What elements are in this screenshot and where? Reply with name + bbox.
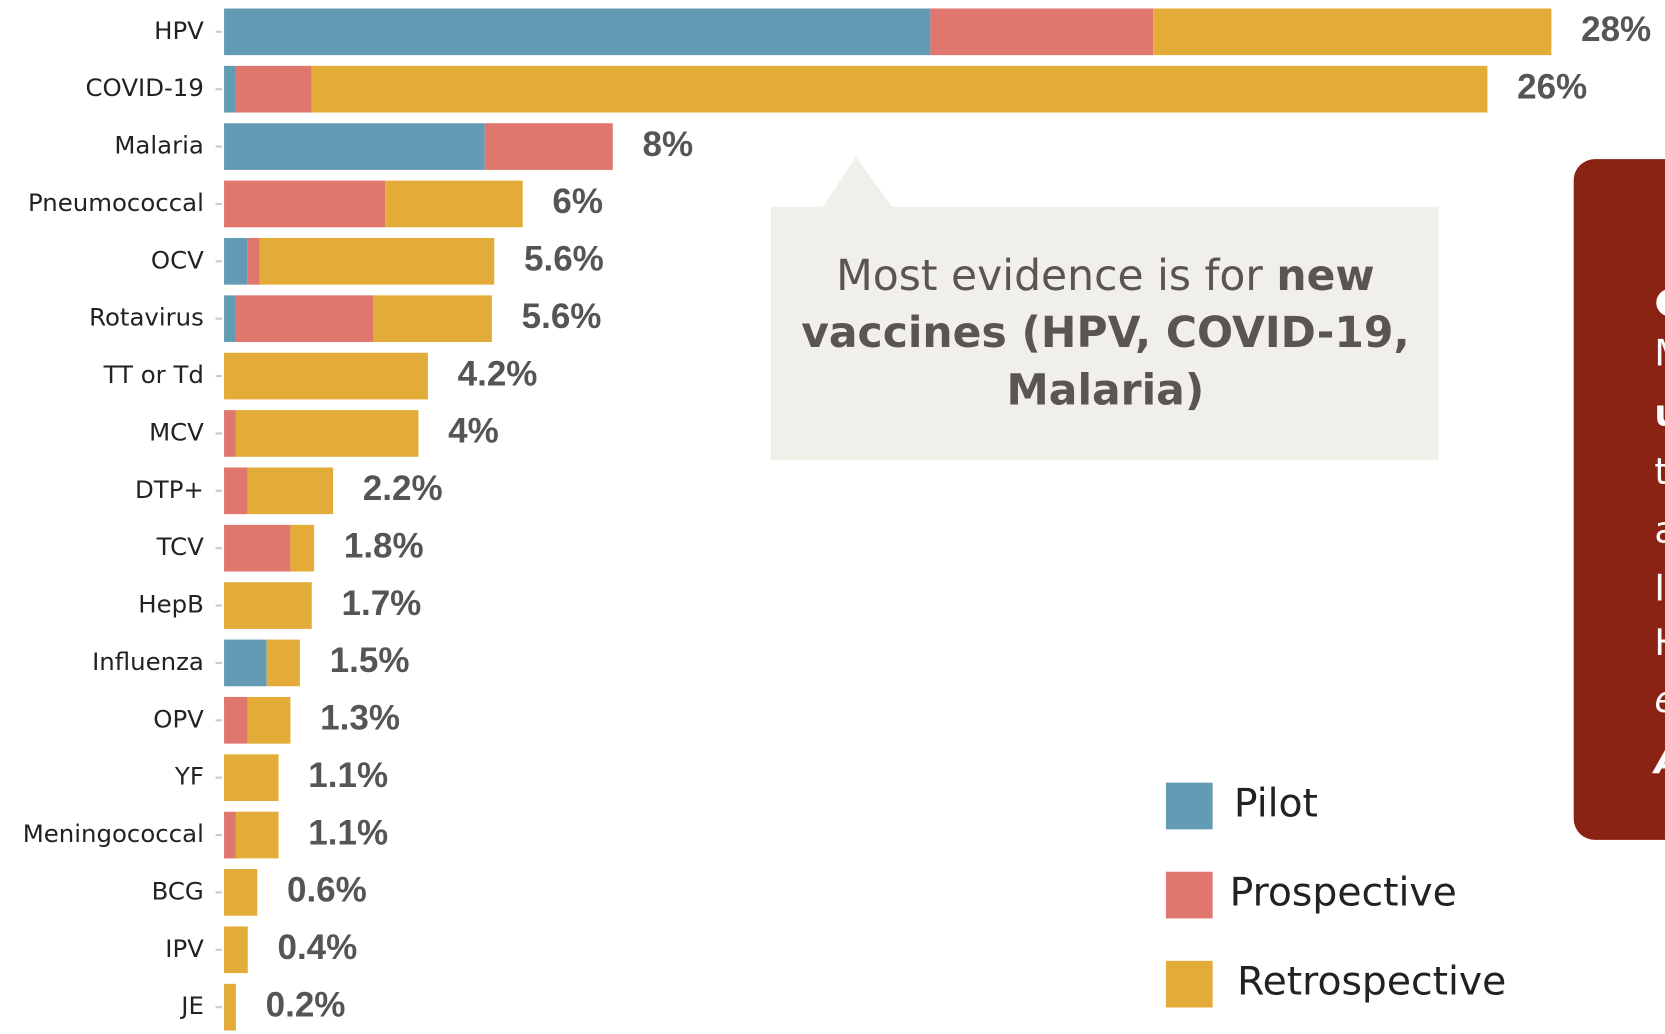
- bar-segment: [1153, 8, 1552, 56]
- bar-segment: [224, 295, 236, 343]
- bar-segment: [385, 180, 523, 228]
- category-label: MCV: [149, 417, 204, 446]
- category-label: HepB: [138, 590, 204, 619]
- callout-segment: vaccines (HPV, COVID-19,: [801, 309, 1409, 358]
- category-label: Influenza: [92, 647, 204, 676]
- bar-segment: [224, 983, 236, 1031]
- side-panel-text: a: [1654, 509, 1665, 551]
- side-panel-text: e: [1654, 679, 1665, 721]
- bar-segment: [224, 639, 267, 687]
- bar-segment: [311, 65, 1488, 113]
- bar-segment: [259, 237, 495, 285]
- bar-segment: [224, 524, 291, 572]
- category-label: TCV: [156, 532, 205, 561]
- bar-segment: [235, 65, 312, 113]
- category-label: Malaria: [114, 131, 204, 160]
- bar-segment: [247, 696, 291, 744]
- category-label: HPV: [154, 16, 204, 45]
- category-label: OCV: [151, 245, 204, 274]
- callout-box: [770, 156, 1439, 461]
- callout-text: Malaria): [1007, 366, 1205, 415]
- side-panel-text: H: [1654, 622, 1665, 664]
- bar-segment: [235, 295, 374, 343]
- bar-segment: [247, 467, 334, 515]
- total-label: 6%: [552, 182, 603, 221]
- bar-segment: [224, 8, 931, 56]
- bar-segment: [373, 295, 492, 343]
- bar-segment: [224, 467, 248, 515]
- total-label: 0.4%: [277, 928, 357, 967]
- bar-segment: [224, 582, 312, 629]
- bar-segment: [224, 811, 236, 859]
- bar-segment: [266, 639, 300, 687]
- category-label: DTP+: [135, 475, 204, 504]
- category-label: BCG: [152, 876, 204, 905]
- bar-segment: [224, 696, 248, 744]
- category-label: OPV: [153, 704, 204, 733]
- total-label: 26%: [1517, 67, 1587, 106]
- total-label: 1.5%: [330, 641, 410, 680]
- callout-segment: new: [1276, 251, 1374, 300]
- bar-segment: [930, 8, 1154, 56]
- total-label: 4%: [448, 412, 499, 451]
- legend-swatch: [1165, 871, 1213, 919]
- legend-label: Retrospective: [1237, 960, 1506, 1005]
- total-label: 1.8%: [344, 526, 424, 565]
- bar-segment: [224, 65, 236, 113]
- category-label: TT or Td: [103, 360, 204, 389]
- legend-label: Pilot: [1234, 782, 1318, 827]
- bar-segment: [484, 123, 613, 170]
- total-label: 4.2%: [458, 354, 538, 393]
- category-label: Meningococcal: [23, 819, 204, 848]
- bar-segment: [224, 180, 386, 228]
- total-label: 0.6%: [287, 871, 367, 910]
- side-panel-text: A: [1651, 741, 1665, 783]
- total-label: 1.1%: [308, 756, 388, 795]
- total-label: 2.2%: [363, 469, 443, 508]
- category-label: COVID-19: [86, 73, 204, 102]
- bar-segment: [290, 524, 315, 572]
- legend-swatch: [1165, 960, 1213, 1008]
- bar-segment: [224, 926, 248, 974]
- callout-text: Most evidence is for new: [836, 251, 1374, 300]
- legend-swatch: [1165, 782, 1213, 830]
- total-label: 28%: [1581, 10, 1651, 49]
- side-panel-text: M: [1654, 332, 1665, 374]
- side-panel: [1573, 159, 1665, 840]
- total-label: 1.7%: [341, 584, 421, 623]
- category-label: YF: [174, 762, 204, 791]
- bar-segment: [224, 123, 485, 170]
- bar-segment: [235, 811, 279, 859]
- callout-text: vaccines (HPV, COVID-19,: [801, 309, 1409, 358]
- side-panel-text: t: [1654, 451, 1665, 493]
- total-label: 0.2%: [266, 985, 346, 1024]
- bar-segment: [224, 410, 236, 457]
- total-label: 1.1%: [308, 813, 388, 852]
- callout-segment: Malaria): [1007, 366, 1205, 415]
- category-label: Rotavirus: [89, 303, 204, 332]
- bar-segment: [224, 352, 428, 400]
- legend-label: Prospective: [1230, 871, 1457, 916]
- callout-segment: Most evidence is for: [836, 251, 1276, 300]
- bar-segment: [224, 237, 248, 285]
- side-panel-text: I: [1654, 568, 1665, 610]
- side-panel-text: u: [1654, 393, 1665, 435]
- total-label: 1.3%: [320, 699, 400, 738]
- bar-segment: [224, 869, 258, 916]
- bar-segment: [247, 237, 260, 285]
- bar-segment: [235, 410, 419, 457]
- category-label: IPV: [165, 934, 204, 963]
- category-label: JE: [179, 991, 204, 1020]
- bar-segment: [224, 754, 279, 802]
- total-label: 8%: [643, 125, 694, 164]
- total-label: 5.6%: [522, 297, 602, 336]
- category-label: Pneumococcal: [28, 188, 204, 217]
- side-panel-text: ●: [1654, 279, 1665, 321]
- total-label: 5.6%: [524, 240, 604, 279]
